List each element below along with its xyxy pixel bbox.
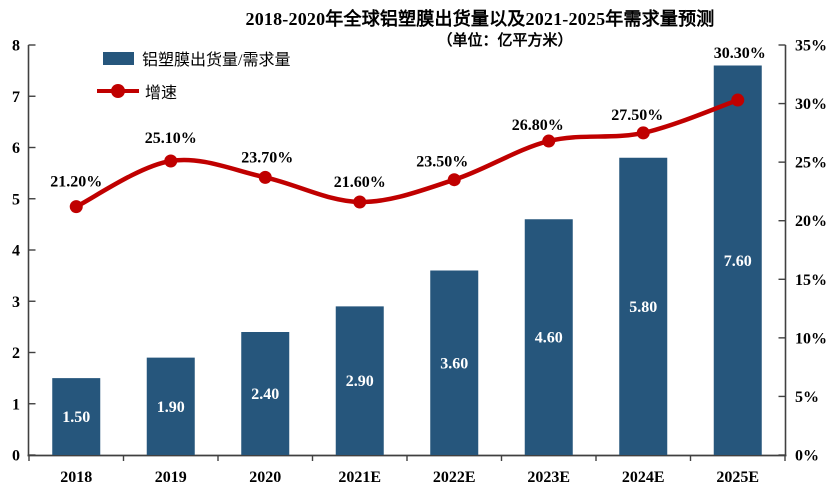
growth-line-marker [447,173,461,187]
growth-line-marker [353,195,367,209]
right-axis-tick-label: 5% [795,389,819,406]
right-axis-tick-label: 35% [795,38,827,55]
x-axis-category-label: 2021E [338,469,381,486]
growth-line-marker [636,126,650,140]
chart-title: 2018-2020年全球铝塑膜出货量以及2021-2025年需求量预测 [245,9,715,29]
bar [241,332,290,455]
growth-value-label: 21.20% [50,174,102,191]
growth-value-label: 23.70% [241,149,293,166]
legend-label-shipments: 铝塑膜出货量/需求量 [142,52,291,69]
growth-value-label: 21.60% [334,174,386,191]
growth-line-marker [164,154,178,168]
right-axis-tick-label: 25% [795,155,827,172]
bar [619,157,668,455]
growth-line-marker [69,200,83,214]
bar [524,219,573,455]
bar-value-label: 2.90 [346,373,374,390]
right-axis-tick-label: 10% [795,330,827,347]
right-axis-tick-label: 20% [795,213,827,230]
line-series-swatch [97,84,139,98]
x-axis-category-label: 2019 [155,469,187,486]
bar-value-label: 3.60 [440,355,468,372]
x-axis-category-label: 2025E [716,469,759,486]
bar-value-label: 1.90 [157,399,185,416]
bar-value-label: 4.60 [535,330,563,347]
left-axis-tick-label: 1 [12,396,20,413]
growth-value-label: 25.10% [145,130,197,147]
bar-value-label: 2.40 [251,386,279,403]
right-axis-tick-label: 30% [795,96,827,113]
x-axis-category-label: 2020 [249,469,281,486]
growth-value-label: 23.50% [416,154,468,171]
bar [146,357,195,455]
left-axis-tick-label: 2 [12,345,20,362]
right-axis-tick-label: 0% [795,448,819,465]
bar [713,65,762,455]
growth-value-label: 30.30% [714,45,766,62]
bar-value-label: 1.50 [62,409,90,426]
left-axis-tick-label: 5 [12,191,20,208]
left-axis-tick-label: 4 [12,243,20,260]
bar [335,306,384,455]
x-axis-category-label: 2022E [433,469,476,486]
bar [52,378,101,455]
left-axis-tick-label: 6 [12,140,20,157]
line-swatch-marker [111,84,125,98]
chart-subtitle: （单位：亿平方米） [437,33,573,49]
left-axis-tick-label: 3 [12,294,20,311]
x-axis-category-label: 2023E [527,469,570,486]
bar [430,270,479,455]
growth-line-marker [542,134,556,148]
legend-item-growth: 增速 [97,79,177,103]
right-axis-tick-label: 15% [795,272,827,289]
x-axis-category-label: 2018 [60,469,92,486]
bar-value-label: 7.60 [724,253,752,270]
growth-value-label: 27.50% [611,107,663,124]
left-axis-tick-label: 8 [12,38,20,55]
growth-line-marker [258,170,272,184]
left-axis-tick-label: 0 [12,448,20,465]
growth-value-label: 26.80% [512,117,564,134]
x-axis-category-label: 2024E [622,469,665,486]
left-axis-tick-label: 7 [12,89,20,106]
legend-label-growth: 增速 [145,85,178,102]
bar-series-swatch [103,51,134,65]
growth-line-marker [731,93,745,107]
legend-item-shipments: 铝塑膜出货量/需求量 [103,46,290,70]
bar-value-label: 5.80 [629,299,657,316]
